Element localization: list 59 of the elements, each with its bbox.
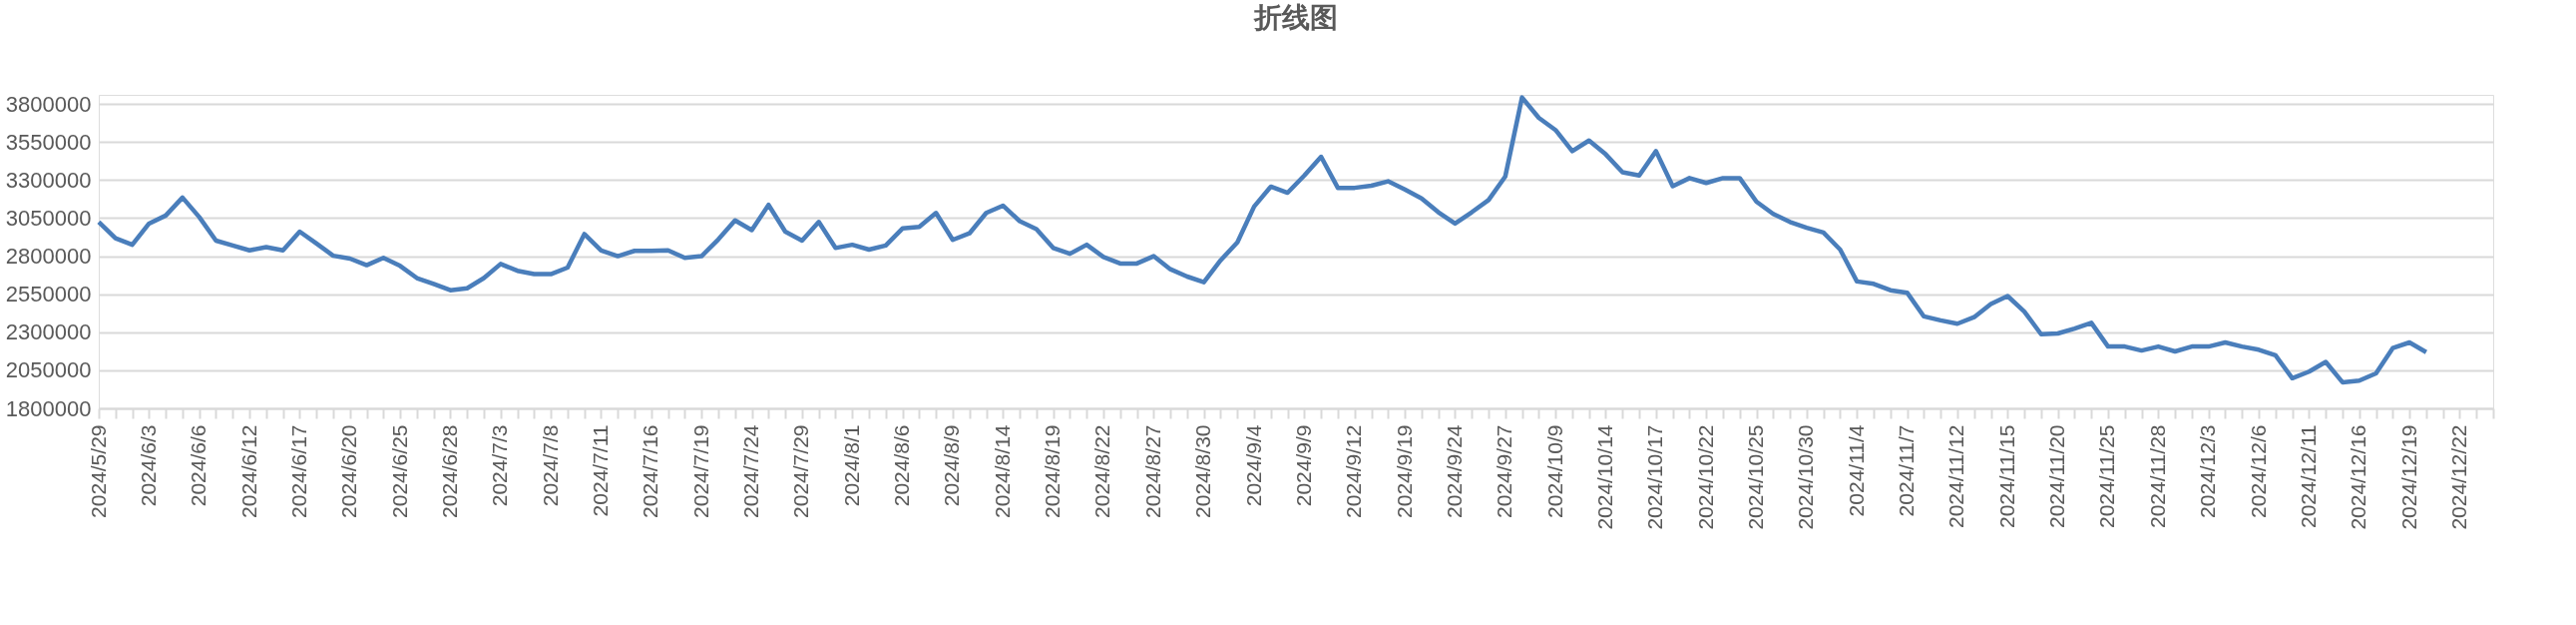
y-tick-label: 3550000 xyxy=(5,129,92,155)
x-tick-label: 2024/12/3 xyxy=(2196,424,2220,518)
x-tick-label: 2024/12/22 xyxy=(2446,424,2470,530)
x-tick-label: 2024/10/22 xyxy=(1693,424,1717,530)
x-tick-label: 2024/6/25 xyxy=(387,424,411,518)
x-tick-label: 2024/8/1 xyxy=(839,424,863,507)
x-tick-label: 2024/9/4 xyxy=(1241,424,1265,507)
x-tick-label: 2024/6/28 xyxy=(437,424,461,518)
y-tick-label: 2050000 xyxy=(5,357,92,383)
x-tick-label: 2024/9/24 xyxy=(1442,424,1466,518)
x-tick-label: 2024/12/6 xyxy=(2246,424,2270,518)
x-tick-label: 2024/8/22 xyxy=(1090,424,1114,518)
x-tick-label: 2024/11/25 xyxy=(2095,424,2119,529)
x-tick-label: 2024/7/3 xyxy=(488,424,512,507)
x-tick-label: 2024/12/16 xyxy=(2347,424,2370,530)
x-tick-label: 2024/7/24 xyxy=(739,424,763,518)
y-tick-label: 2550000 xyxy=(5,282,92,308)
y-tick-label: 2300000 xyxy=(5,319,92,345)
x-tick-label: 2024/5/29 xyxy=(86,424,110,518)
y-tick-label: 3050000 xyxy=(5,205,92,231)
y-tick-label: 1800000 xyxy=(5,395,92,421)
x-tick-label: 2024/8/14 xyxy=(990,424,1014,518)
x-tick-label: 2024/11/15 xyxy=(1994,424,2018,529)
x-tick-label: 2024/8/30 xyxy=(1191,424,1215,518)
x-tick-label: 2024/11/12 xyxy=(1944,424,1968,529)
x-tick-label: 2024/7/16 xyxy=(639,424,662,518)
x-tick-label: 2024/7/8 xyxy=(538,424,562,507)
x-tick-label: 2024/7/11 xyxy=(589,424,612,517)
x-tick-label: 2024/6/6 xyxy=(187,424,211,507)
x-tick-label: 2024/10/9 xyxy=(1542,424,1566,518)
x-tick-label: 2024/11/28 xyxy=(2145,424,2169,529)
x-tick-label: 2024/10/17 xyxy=(1643,424,1667,530)
x-tick-label: 2024/8/9 xyxy=(940,424,964,507)
y-tick-label: 3800000 xyxy=(5,91,92,117)
x-tick-label: 2024/8/6 xyxy=(890,424,914,507)
x-tick-label: 2024/6/12 xyxy=(236,424,260,518)
x-tick-label: 2024/11/4 xyxy=(1844,424,1868,517)
x-tick-label: 2024/9/9 xyxy=(1291,424,1315,507)
y-tick-label: 2800000 xyxy=(5,244,92,270)
y-tick-label: 3300000 xyxy=(5,167,92,193)
x-tick-label: 2024/7/19 xyxy=(688,424,712,518)
x-tick-label: 2024/10/14 xyxy=(1592,424,1616,530)
x-tick-label: 2024/6/17 xyxy=(286,424,310,518)
chart-title: 折线图 xyxy=(1253,2,1338,34)
x-tick-label: 2024/10/25 xyxy=(1744,424,1768,530)
x-tick-label: 2024/11/7 xyxy=(1895,424,1919,517)
x-tick-label: 2024/12/11 xyxy=(2296,424,2320,529)
x-tick-label: 2024/6/20 xyxy=(337,424,361,518)
x-tick-label: 2024/12/19 xyxy=(2396,424,2420,530)
line-series xyxy=(96,95,2429,385)
x-tick-label: 2024/9/12 xyxy=(1342,424,1366,518)
x-tick-label: 2024/9/27 xyxy=(1493,424,1516,518)
x-tick-label: 2024/8/27 xyxy=(1140,424,1164,518)
x-tick-label: 2024/10/30 xyxy=(1794,424,1818,530)
x-tick-label: 2024/11/20 xyxy=(2045,424,2069,529)
x-tick-label: 2024/9/19 xyxy=(1392,424,1416,518)
x-tick-label: 2024/8/19 xyxy=(1041,424,1065,518)
x-tick-label: 2024/6/3 xyxy=(136,424,160,507)
x-tick-label: 2024/7/29 xyxy=(789,424,813,518)
